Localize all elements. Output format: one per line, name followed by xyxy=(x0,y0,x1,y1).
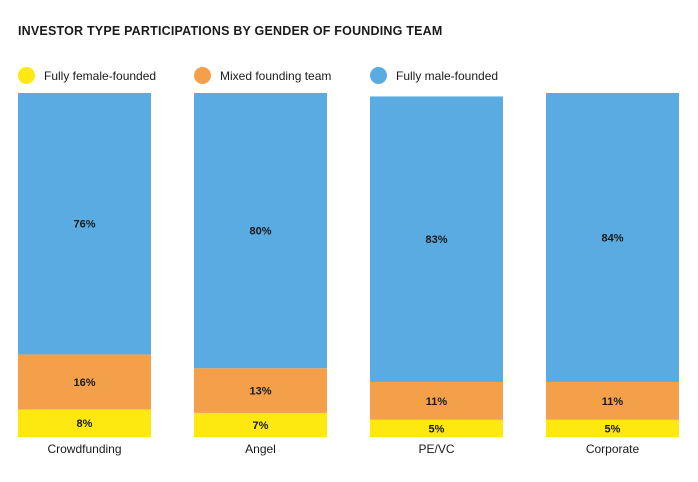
legend-item-female: Fully female-founded xyxy=(18,67,156,84)
legend-swatch-male xyxy=(370,67,387,84)
category-label-3: Corporate xyxy=(586,442,640,456)
bar-segment-female-3 xyxy=(546,419,679,437)
data-label-female-1: 7% xyxy=(253,420,269,432)
chart-title: INVESTOR TYPE PARTICIPATIONS BY GENDER O… xyxy=(18,24,443,38)
bar-segment-mixed-0 xyxy=(18,354,151,410)
bar-segment-male-2 xyxy=(370,96,503,382)
bar-segment-female-1 xyxy=(194,412,327,437)
legend-item-mixed: Mixed founding team xyxy=(194,67,331,84)
bar-segment-mixed-3 xyxy=(546,381,679,420)
category-label-1: Angel xyxy=(245,442,276,456)
legend-swatch-female xyxy=(18,67,35,84)
legend-label-mixed: Mixed founding team xyxy=(220,68,332,83)
data-label-female-2: 5% xyxy=(429,423,445,435)
bar-segment-mixed-2 xyxy=(370,381,503,420)
data-label-female-0: 8% xyxy=(77,418,93,430)
data-label-mixed-1: 13% xyxy=(249,386,271,398)
bar-segment-mixed-1 xyxy=(194,368,327,413)
bar-segment-male-1 xyxy=(194,93,327,369)
legend-label-female: Fully female-founded xyxy=(44,68,157,83)
data-label-male-1: 80% xyxy=(249,226,271,238)
data-label-female-3: 5% xyxy=(605,423,621,435)
bar-segment-male-0 xyxy=(18,93,151,355)
bar-segment-male-3 xyxy=(546,93,679,382)
data-label-male-0: 76% xyxy=(73,219,95,231)
data-label-mixed-3: 11% xyxy=(602,396,624,408)
data-label-mixed-2: 11% xyxy=(426,396,448,408)
data-label-mixed-0: 16% xyxy=(73,377,95,389)
legend-swatch-mixed xyxy=(194,67,211,84)
category-label-0: Crowdfunding xyxy=(47,442,121,456)
category-label-2: PE/VC xyxy=(418,442,454,456)
legend-label-male: Fully male-founded xyxy=(396,68,499,83)
data-label-male-3: 84% xyxy=(601,232,623,244)
bar-segment-female-2 xyxy=(370,419,503,437)
bar-segment-female-0 xyxy=(18,409,151,437)
data-label-male-2: 83% xyxy=(425,234,447,246)
legend-item-male: Fully male-founded xyxy=(370,67,498,84)
